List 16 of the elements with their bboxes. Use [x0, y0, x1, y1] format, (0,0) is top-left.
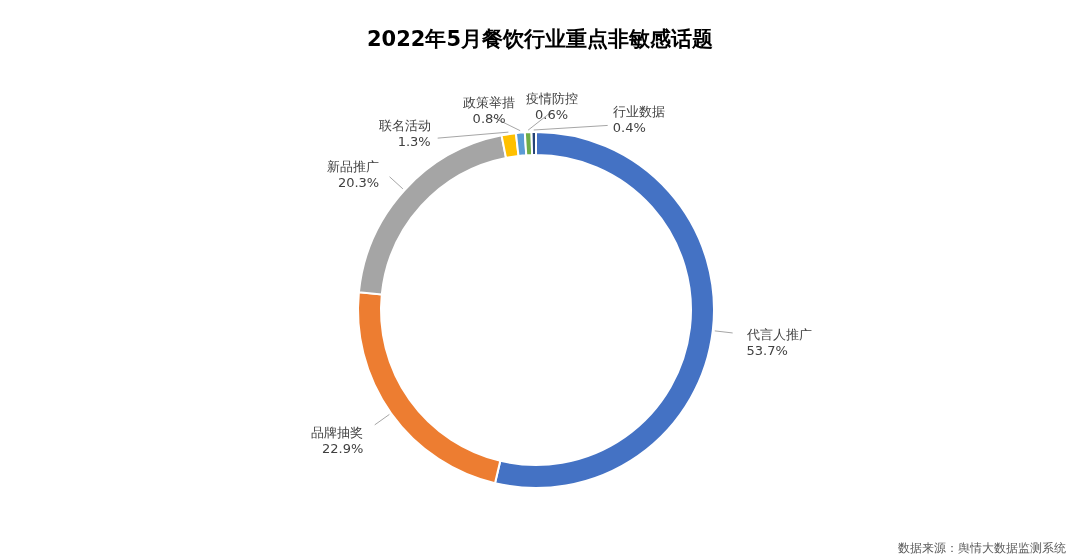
- source-note: 数据来源：舆情大数据监测系统: [898, 541, 1066, 555]
- data-label: 0.4%: [612, 120, 646, 136]
- data-label: 1.3%: [397, 133, 431, 149]
- slice-label: 品牌抽奖: [311, 424, 364, 440]
- data-label: 20.3%: [337, 175, 380, 191]
- slice-label: 政策举措: [463, 95, 516, 111]
- data-label: 0.8%: [472, 111, 506, 127]
- slice-label: 疫情防控: [525, 90, 578, 106]
- slice-label: 代言人推广: [745, 326, 812, 342]
- slice-label: 新品推广: [327, 159, 380, 175]
- slice-label: 联名活动: [378, 117, 431, 133]
- data-label: 0.6%: [535, 106, 569, 122]
- data-label: 53.7%: [746, 342, 788, 358]
- slice-label: 行业数据: [612, 104, 665, 120]
- data-label: 22.9%: [322, 440, 364, 456]
- chart-title: 2022年5月餐饮行业重点非敏感话题: [366, 27, 714, 51]
